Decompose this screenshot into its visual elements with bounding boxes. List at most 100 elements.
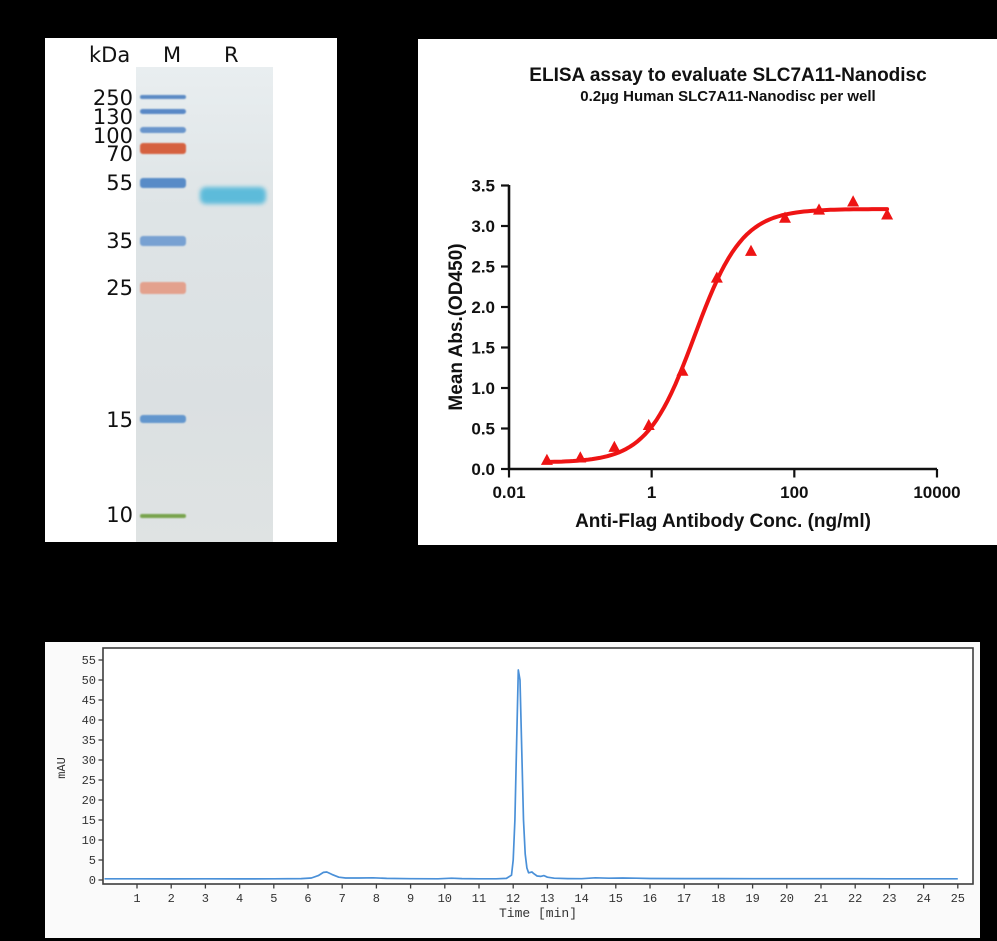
- elisa-x-tick-label: 0.01: [492, 483, 525, 502]
- sec-y-tick-label: 15: [82, 814, 96, 828]
- sds-page-gel-panel: kDa M R 250 130 100 70 55 35 25 15 10: [45, 38, 337, 542]
- sec-y-tick-label: 25: [82, 774, 96, 788]
- sample-band-r-lane: [200, 187, 266, 204]
- sec-x-tick-label: 5: [270, 892, 277, 906]
- sec-x-tick-label: 25: [951, 892, 965, 906]
- sec-x-tick-label: 4: [236, 892, 243, 906]
- elisa-data-point: [608, 440, 621, 452]
- elisa-fit-curve: [544, 207, 890, 464]
- sec-x-tick-label: 22: [848, 892, 862, 906]
- elisa-y-tick-label: 3.5: [471, 177, 495, 196]
- marker-band-15: [140, 415, 186, 423]
- sec-plot-box: [102, 647, 974, 885]
- elisa-x-tick-label: 1: [647, 483, 656, 502]
- sec-x-tick-label: 24: [916, 892, 930, 906]
- marker-label-10: 10: [106, 503, 133, 527]
- marker-label-35: 35: [106, 229, 133, 253]
- sec-x-tick-label: 11: [472, 892, 486, 906]
- sec-x-tick-label: 14: [574, 892, 588, 906]
- marker-label-25: 25: [106, 276, 133, 300]
- elisa-data-point: [778, 211, 791, 223]
- sec-x-tick-label: 2: [168, 892, 175, 906]
- elisa-data-point: [745, 244, 758, 256]
- elisa-y-axis-title: Mean Abs.(OD450): [446, 243, 467, 410]
- elisa-x-tick-label: 100: [780, 483, 808, 502]
- sec-y-tick-label: 55: [82, 654, 96, 668]
- elisa-y-tick-label: 3.0: [471, 217, 495, 236]
- marker-label-55: 55: [106, 171, 133, 195]
- gel-kda-unit-label: kDa: [89, 43, 131, 67]
- sec-y-tick-label: 0: [89, 874, 96, 888]
- marker-label-70: 70: [106, 142, 133, 166]
- sec-y-tick-label: 50: [82, 674, 96, 688]
- elisa-axes: [507, 185, 937, 471]
- sec-x-tick-label: 19: [745, 892, 759, 906]
- elisa-data-point: [574, 451, 587, 463]
- sec-x-axis-title: Time [min]: [499, 906, 577, 921]
- marker-label-15: 15: [106, 408, 133, 432]
- sec-y-tick-label: 35: [82, 734, 96, 748]
- marker-label-250: 250: [92, 86, 133, 110]
- elisa-data-point: [710, 271, 723, 283]
- sec-x-tick-label: 16: [643, 892, 657, 906]
- sec-y-tick-label: 40: [82, 714, 96, 728]
- marker-label-100: 100: [92, 124, 133, 148]
- elisa-data-point: [676, 364, 689, 376]
- sec-x-tick-label: 8: [373, 892, 380, 906]
- sec-x-tick-label: 17: [677, 892, 691, 906]
- sec-x-tick-label: 12: [506, 892, 520, 906]
- marker-band-55: [140, 178, 186, 188]
- sec-x-tick-label: 6: [304, 892, 311, 906]
- elisa-y-tick-label: 1.0: [471, 379, 495, 398]
- sec-x-tick-label: 9: [407, 892, 414, 906]
- elisa-subtitle: 0.2µg Human SLC7A11-Nanodisc per well: [580, 88, 876, 105]
- elisa-data-point: [847, 195, 860, 207]
- elisa-data-point: [881, 208, 894, 220]
- marker-band-35: [140, 236, 186, 246]
- marker-band-25: [140, 282, 186, 294]
- sec-x-tick-label: 1: [133, 892, 140, 906]
- elisa-plot: 0.0 0.5 1.0 1.5 2.0 2.5 3.0 3.5 0.01 1 100 10000 Ant…: [446, 177, 961, 533]
- marker-band-10: [140, 514, 186, 518]
- sec-x-tick-label: 10: [438, 892, 452, 906]
- sec-y-tick-label: 45: [82, 694, 96, 708]
- sec-x-tick-label: 13: [540, 892, 554, 906]
- elisa-x-axis-title: Anti-Flag Antibody Conc. (ng/ml): [575, 511, 871, 532]
- elisa-y-tick-label: 0.5: [471, 420, 495, 439]
- sec-x-tick-label: 23: [882, 892, 896, 906]
- sec-trace: [104, 669, 958, 880]
- elisa-data-point: [540, 453, 553, 465]
- sec-y-tick-label: 30: [82, 754, 96, 768]
- sec-chromatogram-panel: 0 5 10 15 20 25 30 35 40 45 50 55 1 2 3 4 5 6 7 8 9 10 11 12 13 1…: [45, 642, 980, 938]
- marker-band-130: [140, 109, 186, 114]
- elisa-y-tick-label: 0.0: [471, 460, 495, 479]
- gel-marker-labels: 250 130 100 70 55 35 25 15 10: [45, 38, 133, 542]
- sec-y-axis-title: mAU: [55, 757, 69, 779]
- sec-x-tick-label: 3: [202, 892, 209, 906]
- marker-band-250: [140, 95, 186, 99]
- gel-lane-strip: [136, 67, 273, 542]
- sec-x-tick-label: 21: [814, 892, 828, 906]
- sec-x-tick-label: 20: [780, 892, 794, 906]
- sec-x-tick-label: 15: [609, 892, 623, 906]
- elisa-data-point: [813, 203, 826, 215]
- elisa-y-tick-label: 2.0: [471, 298, 495, 317]
- sec-x-tick-label: 7: [339, 892, 346, 906]
- marker-band-100: [140, 127, 186, 133]
- gel-lane-label-r: R: [224, 43, 239, 67]
- sec-y-tick-label: 10: [82, 834, 96, 848]
- elisa-x-tick-label: 10000: [913, 483, 960, 502]
- elisa-chart-panel: ELISA assay to evaluate SLC7A11-Nanodisc…: [418, 39, 997, 545]
- sec-y-tick-label: 5: [89, 854, 96, 868]
- elisa-data-point: [642, 418, 655, 431]
- marker-band-70: [140, 143, 186, 154]
- elisa-title: ELISA assay to evaluate SLC7A11-Nanodisc: [529, 65, 927, 86]
- elisa-y-tick-label: 1.5: [471, 339, 495, 358]
- sec-y-tick-label: 20: [82, 794, 96, 808]
- sec-x-tick-label: 18: [711, 892, 725, 906]
- gel-lane-label-m: M: [163, 43, 182, 67]
- marker-label-130: 130: [92, 105, 133, 129]
- elisa-y-tick-label: 2.5: [471, 258, 495, 277]
